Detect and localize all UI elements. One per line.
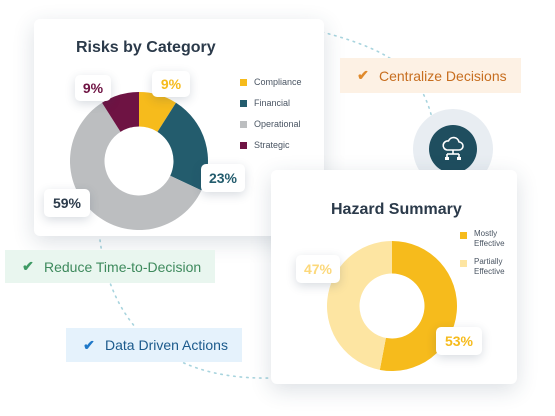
legend-swatch-mostly-effective xyxy=(460,232,467,239)
risks-legend: Compliance Financial Operational Strateg… xyxy=(240,76,302,160)
label-compliance-percent: 9% xyxy=(152,71,190,97)
risks-card-title: Risks by Category xyxy=(76,39,216,56)
hazard-card-title: Hazard Summary xyxy=(331,201,462,218)
donut-slice-financial xyxy=(157,102,208,191)
legend-item-financial: Financial xyxy=(240,97,302,109)
checkmark-icon: ✔ xyxy=(22,258,34,274)
centralize-decisions-pill: ✔ Centralize Decisions xyxy=(340,58,521,93)
legend-swatch-financial xyxy=(240,100,247,107)
legend-swatch-partially-effective xyxy=(460,260,467,267)
donut-slice-operational xyxy=(70,102,202,230)
donut-slice-strategic xyxy=(102,92,139,132)
legend-label-operational: Operational xyxy=(254,119,301,129)
donut-slice-partially-effective xyxy=(327,241,392,370)
label-partially-effective-percent: 47% xyxy=(296,255,340,283)
legend-swatch-operational xyxy=(240,121,247,128)
legend-item-strategic: Strategic xyxy=(240,139,302,151)
donut-slice-compliance xyxy=(139,92,176,132)
legend-label-compliance: Compliance xyxy=(254,77,302,87)
legend-item-operational: Operational xyxy=(240,118,302,130)
cloud-badge-inner xyxy=(429,125,477,173)
label-operational-percent: 59% xyxy=(44,189,90,217)
label-mostly-effective-percent: 53% xyxy=(436,327,482,355)
risks-donut-chart xyxy=(70,92,208,230)
data-driven-actions-pill: ✔ Data Driven Actions xyxy=(66,328,242,362)
legend-label-strategic: Strategic xyxy=(254,140,290,150)
legend-item-mostly-effective: Mostly Effective xyxy=(460,229,514,249)
checkmark-icon: ✔ xyxy=(357,67,369,83)
checkmark-icon: ✔ xyxy=(83,336,95,353)
cloud-network-icon xyxy=(442,136,464,160)
reduce-time-to-decision-label: Reduce Time-to-Decision xyxy=(44,258,202,275)
hazard-legend: Mostly Effective Partially Effective xyxy=(460,229,514,285)
legend-swatch-compliance xyxy=(240,79,247,86)
legend-label-mostly-effective: Mostly Effective xyxy=(474,229,505,248)
legend-item-compliance: Compliance xyxy=(240,76,302,88)
legend-label-partially-effective: Partially Effective xyxy=(474,257,505,276)
legend-swatch-strategic xyxy=(240,142,247,149)
legend-label-financial: Financial xyxy=(254,98,291,108)
label-strategic-percent: 9% xyxy=(75,75,111,101)
label-financial-percent: 23% xyxy=(201,164,245,192)
data-driven-actions-label: Data Driven Actions xyxy=(105,337,228,353)
legend-item-partially-effective: Partially Effective xyxy=(460,257,514,277)
reduce-time-to-decision-pill: ✔ Reduce Time-to-Decision xyxy=(5,250,216,283)
centralize-decisions-label: Centralize Decisions xyxy=(379,67,507,84)
